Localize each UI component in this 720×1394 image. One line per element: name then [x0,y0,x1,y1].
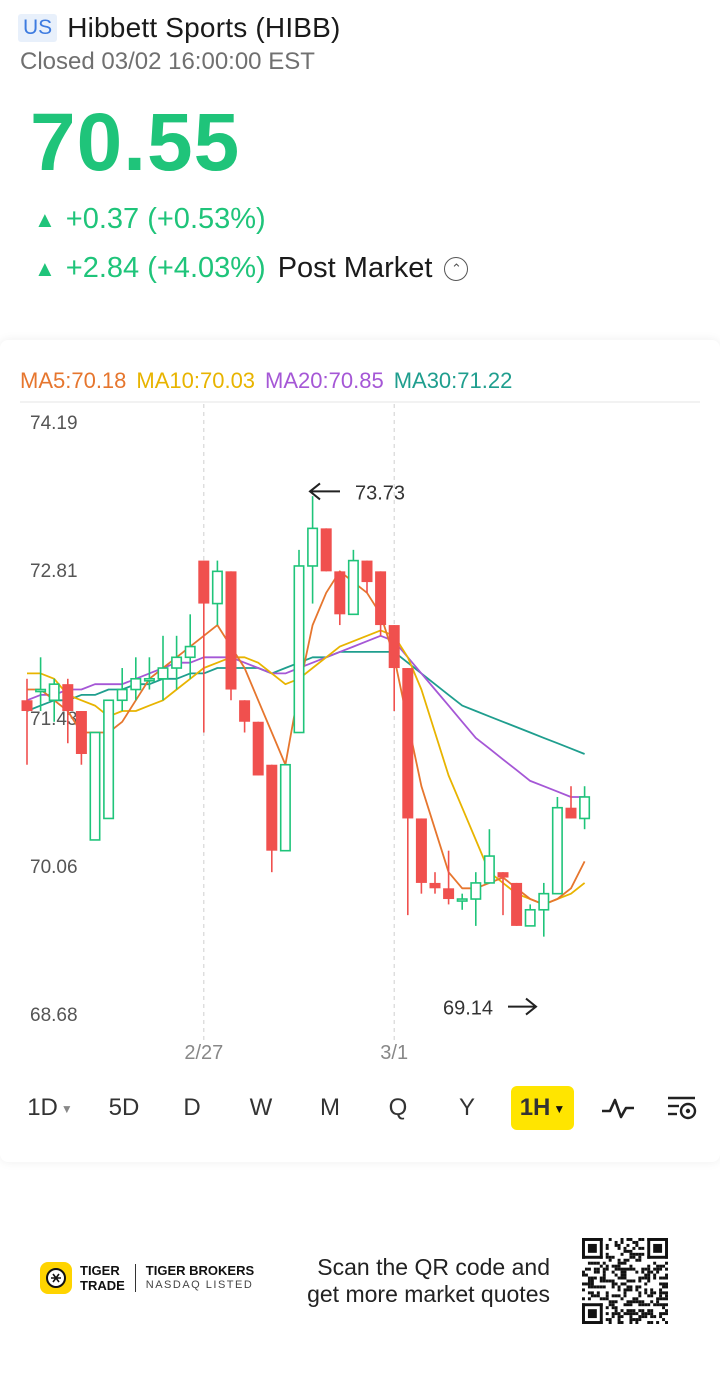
tiger-icon [40,1262,72,1294]
candle-body-up [103,699,115,820]
market-status: Closed 03/02 16:00:00 EST [20,48,315,75]
period-5d[interactable]: 5D [108,1094,140,1121]
candle-body-up [456,898,468,902]
candle-body-up [538,892,550,911]
last-price: 70.55 [30,97,241,188]
post-market-change: ▲ +2.84 (+4.03%) Post Market ⌃ [34,252,469,285]
period-w[interactable]: W [249,1094,273,1121]
candle-body-up [157,667,169,680]
candle-body-down [334,571,346,615]
post-change-value: +2.84 (+4.03%) [65,252,266,284]
low-label: 69.14 [443,998,493,1020]
candle-body-down [75,711,87,754]
y-tick-label: 68.68 [30,1005,78,1026]
logo-line1: TIGER [80,1263,120,1278]
chevron-up-icon[interactable]: ⌃ [444,256,469,281]
candle-body-down [429,882,441,889]
candle-body-up [483,855,495,884]
up-arrow-icon: ▲ [34,255,56,281]
candle-body-down [497,872,509,878]
candle-body-down [388,625,400,669]
candle-body-down [415,818,427,883]
candle-body-up [35,688,47,693]
x-tick-label: 3/1 [380,1042,408,1064]
ma-legend: MA5:70.18 MA10:70.03 MA20:70.85 MA30:71.… [20,368,512,394]
header: US Hibbett Sports (HIBB) [18,12,341,44]
candle-body-up [171,656,183,669]
broker-name: TIGER BROKERS [145,1263,255,1278]
broker-listing: NASDAQ LISTED [145,1279,254,1291]
period-q[interactable]: Q [388,1094,408,1121]
candle-body-down [565,807,577,819]
candle-body-up [551,806,563,895]
candle-body-up [130,677,142,691]
logo-line2: TRADE [80,1278,125,1293]
high-label: 73.73 [355,482,405,504]
x-tick-label: 2/27 [184,1042,223,1064]
candle-body-up [470,882,482,900]
ma5-label: MA5:70.18 [20,368,127,393]
chart-card [0,340,720,1162]
candle-body-up [48,683,60,702]
period-selector: 1D ▼ 5D D W M Q Y 1H ▼ [0,1086,720,1130]
candle-body-down [375,571,387,626]
day-change-value: +0.37 (+0.53%) [65,203,266,235]
candle-body-up [116,688,128,702]
candle-body-down [320,528,332,572]
candle-body-up [307,527,319,567]
ma20-label: MA20:70.85 [265,368,384,393]
scan-prompt: Scan the QR code and get more market quo… [307,1254,550,1307]
y-tick-label: 74.19 [30,413,78,434]
candle-body-down [62,684,74,712]
period-1d[interactable]: 1D ▼ [27,1094,73,1121]
ma10-label: MA10:70.03 [136,368,256,393]
y-tick-label: 70.06 [30,857,78,878]
candle-body-up [279,763,291,852]
day-change: ▲ +0.37 (+0.53%) [34,203,266,236]
candle-body-up [89,731,101,841]
low-arrow-icon [508,997,538,1016]
candle-body-up [184,645,196,659]
post-market-label: Post Market [277,252,433,284]
ma30-label: MA30:71.22 [393,368,513,393]
candlestick-chart[interactable]: 2/27 3/174.1972.8171.4370.0668.6873.7369.… [0,400,720,1070]
period-m[interactable]: M [320,1094,340,1121]
period-y[interactable]: Y [458,1094,475,1121]
chart-settings-icon[interactable] [662,1086,702,1130]
candle-body-down [266,764,278,851]
candle-body-down [443,888,455,900]
candle-body-down [225,571,237,690]
candle-body-down [511,882,523,926]
candle-body-up [293,565,305,734]
up-arrow-icon: ▲ [34,206,56,232]
candle-body-down [239,700,251,722]
candle-body-up [579,796,591,820]
indicator-icon[interactable] [598,1086,638,1130]
candle-body-down [252,721,264,776]
market-badge: US [18,14,58,42]
y-tick-label: 72.81 [30,561,78,582]
high-arrow-icon [308,482,340,501]
candle-body-down [361,560,373,583]
candle-body-up [143,677,155,682]
period-1h[interactable]: 1H ▼ [511,1086,574,1130]
candle-body-down [21,700,33,712]
candle-body-down [198,560,210,604]
period-d[interactable]: D [183,1094,201,1121]
tiger-logo: TIGER TRADE TIGER BROKERS NASDAQ LISTED [40,1262,254,1294]
candle-body-up [211,570,223,605]
candle-body-up [524,908,536,927]
ma20-line [26,634,585,798]
stock-title: Hibbett Sports (HIBB) [67,12,341,43]
candle-body-down [402,668,414,819]
qr-code-icon [582,1238,668,1324]
candle-body-up [347,559,359,616]
